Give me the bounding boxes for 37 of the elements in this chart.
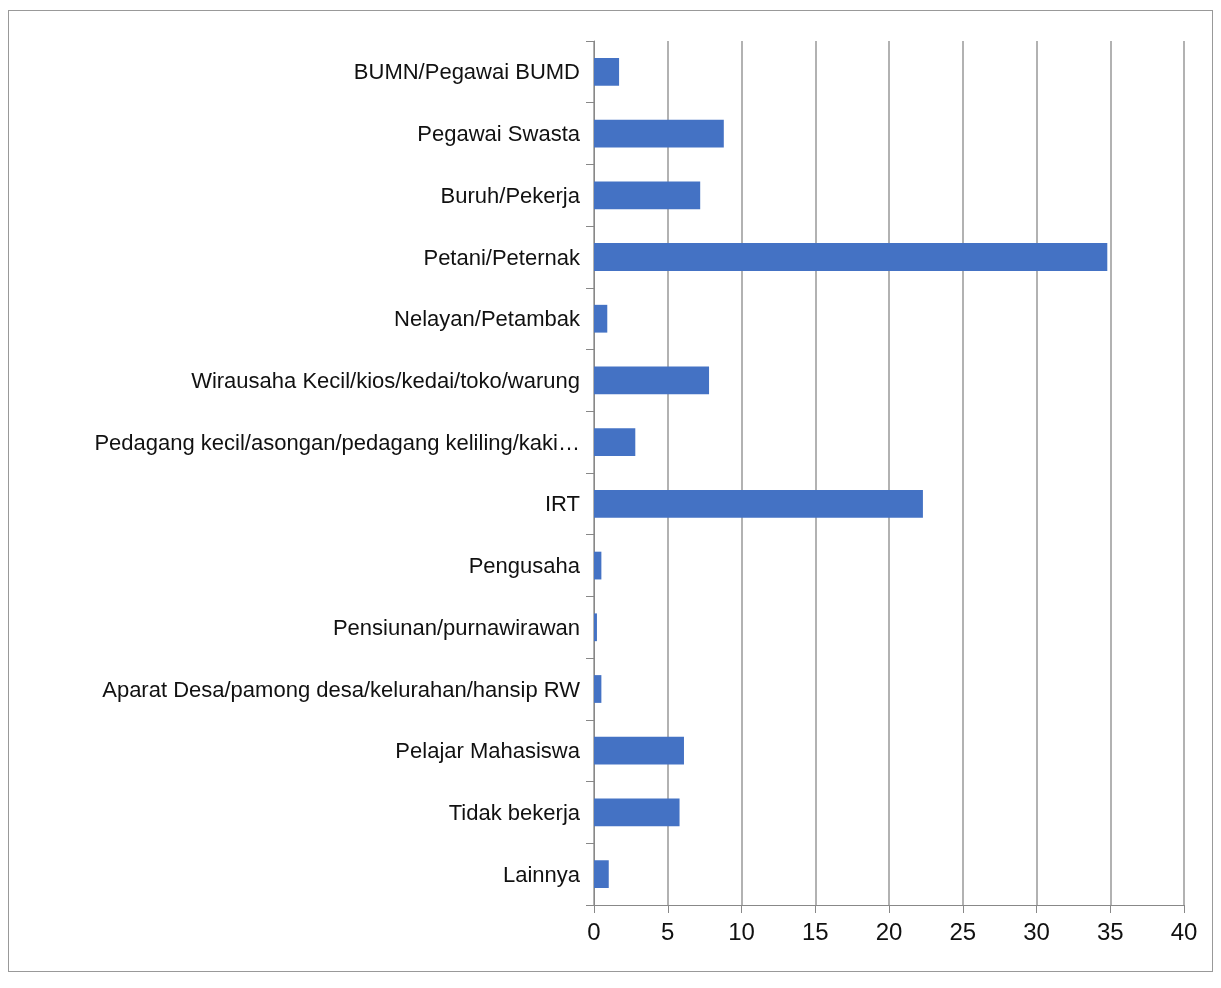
- x-tick-label: 30: [1023, 917, 1050, 945]
- bar: [594, 613, 597, 642]
- y-tick-label: Pengusaha: [468, 553, 581, 579]
- bar: [594, 551, 602, 580]
- x-tick-label: 40: [1170, 917, 1198, 945]
- y-tick-label: Pegawai Swasta: [417, 121, 581, 147]
- y-tick-label: Aparat Desa/pamong desa/kelurahan/hansip RW: [102, 676, 581, 702]
- y-tick-label: Pensiunan/purnawirawan: [332, 614, 580, 640]
- bar: [594, 736, 684, 765]
- y-tick-label: Nelayan/Petambak: [394, 306, 581, 332]
- bar: [594, 860, 609, 889]
- y-tick-label: Tidak bekerja: [448, 799, 581, 825]
- bar: [594, 57, 620, 86]
- bar: [594, 489, 923, 518]
- x-tick-label: 10: [728, 917, 755, 945]
- x-tick-label: 5: [661, 917, 675, 945]
- y-tick-label: Buruh/Pekerja: [440, 182, 581, 208]
- y-tick-label: Pelajar Mahasiswa: [395, 738, 581, 764]
- bar: [594, 304, 608, 333]
- x-tick-label: 0: [587, 917, 601, 945]
- y-tick-label: Lainnya: [502, 861, 581, 887]
- y-tick-label: Pedagang kecil/asongan/pedagang keliling/kaki…: [94, 429, 580, 455]
- x-tick-label: 20: [875, 917, 903, 945]
- bar: [594, 366, 710, 395]
- x-tick-label: 25: [949, 917, 977, 945]
- y-tick-label: IRT: [544, 491, 580, 517]
- y-tick-label: Wirausaha Kecil/kios/kedai/toko/warung: [191, 367, 580, 393]
- x-tick-label: 35: [1096, 917, 1124, 945]
- bar: [594, 119, 724, 148]
- y-tick-label: BUMN/Pegawai BUMD: [353, 59, 580, 85]
- bar: [594, 181, 701, 210]
- y-tick-label: Petani/Peternak: [423, 244, 581, 270]
- bar: [594, 798, 680, 827]
- bar: [594, 243, 1108, 271]
- x-tick-label: 15: [801, 917, 829, 945]
- bar: [594, 675, 602, 703]
- bar: [594, 428, 636, 457]
